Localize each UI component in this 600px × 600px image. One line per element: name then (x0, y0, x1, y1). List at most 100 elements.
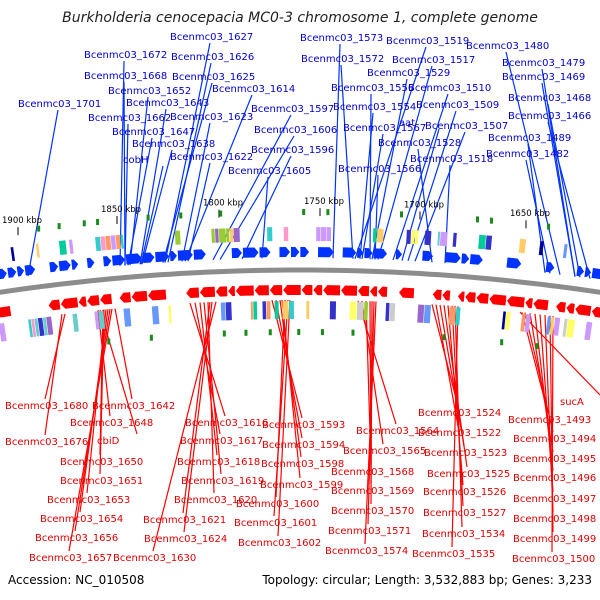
gc-mark-inner (222, 330, 226, 337)
bottom-gene-label: Bcenmc03_1500 (512, 554, 595, 565)
top-gene-label: Bcenmc03_1510 (408, 83, 491, 94)
reverse-gene-arrow (148, 289, 167, 301)
bottom-gene-label: Bcenmc03_1620 (174, 495, 257, 506)
reverse-gene-arrow (0, 306, 12, 318)
cog-band-reverse (0, 323, 7, 342)
forward-gene-arrow (49, 261, 59, 273)
bottom-gene-label: Bcenmc03_1494 (513, 434, 596, 445)
top-label-link (547, 121, 591, 279)
reverse-gene-arrow (442, 290, 451, 301)
reverse-gene-arrow (489, 294, 507, 306)
top-gene-label: Bcenmc03_1625 (172, 72, 255, 83)
bottom-label-link (367, 301, 375, 525)
gc-mark-inner (442, 334, 446, 341)
bottom-label-link (183, 301, 213, 533)
top-gene-label: Bcenmc03_1528 (378, 138, 461, 149)
top-gene-label: Bcenmc03_1572 (301, 54, 384, 65)
cog-band-forward (320, 227, 327, 242)
cog-band-reverse (423, 304, 431, 324)
bottom-gene-label: Bcenmc03_1654 (40, 514, 123, 525)
bottom-label-link (451, 305, 464, 507)
cog-band-reverse (389, 303, 396, 322)
cog-band-reverse (225, 302, 232, 321)
forward-gene-arrow (445, 252, 461, 263)
cog-band-reverse (34, 318, 40, 337)
cog-band-reverse (37, 317, 45, 337)
cog-band-forward (229, 228, 234, 243)
gc-mark-outer (326, 209, 330, 216)
top-gene-label: Bcenmc03_1469 (502, 72, 585, 83)
bottom-gene-label: Bcenmc03_1534 (422, 529, 505, 540)
top-label-link (525, 159, 551, 274)
top-label-link (374, 174, 379, 260)
topology-text: Topology: circular; Length: 3,532,883 bp… (262, 573, 592, 587)
bottom-gene-label: Bcenmc03_1651 (60, 476, 143, 487)
bottom-gene-label: Bcenmc03_1656 (35, 533, 118, 544)
forward-gene-arrow (259, 247, 271, 258)
reverse-gene-arrow (370, 286, 378, 297)
bottom-gene-label: Bcenmc03_1496 (513, 473, 596, 484)
top-gene-label: Bcenmc03_1606 (254, 125, 337, 136)
bottom-gene-label: Bcenmc03_1524 (418, 408, 501, 419)
bottom-gene-label: Bcenmc03_1568 (331, 467, 414, 478)
top-label-link (127, 137, 153, 266)
forward-gene-arrow (71, 259, 79, 270)
forward-gene-arrow (125, 253, 142, 265)
cog-band-forward (120, 234, 124, 249)
top-label-link (377, 65, 433, 260)
cog-band-forward (100, 236, 107, 251)
top-label-link (140, 165, 164, 265)
reverse-gene-arrow (199, 286, 216, 298)
top-label-link (332, 43, 341, 259)
forward-gene-arrow (103, 256, 112, 267)
scale-tick-label: 1900 kbp (2, 216, 42, 226)
cog-band-forward (376, 228, 384, 243)
cog-band-forward (478, 234, 487, 250)
top-gene-label: Bcenmc03_1627 (170, 32, 253, 43)
cog-band-reverse (565, 319, 576, 338)
reverse-gene-arrow (566, 303, 575, 314)
top-gene-label: Bcenmc03_1672 (84, 50, 167, 61)
cog-band-forward (518, 238, 527, 254)
bottom-label-link (519, 311, 600, 396)
cog-band-reverse (349, 301, 357, 320)
top-gene-label: Bcenmc03_1662 (88, 113, 171, 124)
cog-band-reverse (417, 304, 425, 323)
cog-band-reverse (584, 321, 593, 341)
top-gene-label: Bcenmc03_1614 (212, 84, 295, 95)
top-gene-label: Bcenmc03_1482 (486, 149, 569, 160)
top-gene-label: Bcenmc03_1701 (18, 99, 101, 110)
top-gene-label: Bcenmc03_1479 (502, 58, 585, 69)
bottom-gene-label: Bcenmc03_1594 (262, 440, 345, 451)
top-label-link (414, 131, 466, 262)
reverse-gene-arrow (78, 296, 87, 307)
gc-mark-inner (149, 334, 153, 341)
reverse-gene-arrow (100, 293, 113, 305)
bottom-gene-label: Bcenmc03_1527 (423, 508, 506, 519)
top-label-link (123, 81, 126, 266)
scale-tick-label: 1700 kbp (404, 200, 444, 210)
forward-gene-arrow (364, 248, 373, 259)
forward-gene-arrow (506, 257, 522, 269)
cog-band-forward (226, 228, 230, 243)
reverse-gene-arrow (476, 293, 489, 304)
cog-band-reverse (94, 311, 100, 330)
cog-band-reverse (363, 302, 369, 321)
top-gene-label: Bcenmc03_1622 (170, 152, 253, 163)
forward-gene-arrow (24, 264, 36, 276)
top-gene-label: Bcenmc03_1623 (170, 112, 253, 123)
gc-mark-outer (219, 210, 223, 217)
scale-tick-label: 1800 kbp (203, 199, 243, 209)
cog-band-reverse (448, 306, 456, 326)
cog-band-forward (452, 232, 457, 247)
cog-band-reverse (250, 301, 254, 320)
cog-band-forward (414, 230, 419, 245)
cog-band-forward (58, 240, 68, 255)
cog-band-reverse (151, 306, 160, 325)
top-gene-label: Bcenmc03_1518 (410, 154, 493, 165)
top-label-link (119, 60, 125, 266)
bottom-gene-label: Bcenmc03_1498 (513, 514, 596, 525)
top-gene-label: Bcenmc03_1489 (488, 133, 571, 144)
top-gene-label: Bcenmc03_1647 (112, 127, 195, 138)
gene-labels: Bcenmc03_1627 Bcenmc03_1573 Bcenmc03_1519B… (5, 32, 596, 565)
